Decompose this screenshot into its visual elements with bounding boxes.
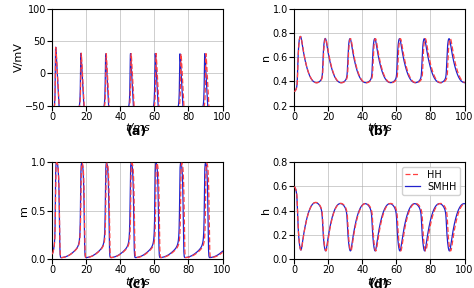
Y-axis label: n: n xyxy=(261,54,271,61)
X-axis label: t/ms: t/ms xyxy=(125,123,150,133)
Y-axis label: h: h xyxy=(261,207,271,214)
Y-axis label: V/mV: V/mV xyxy=(14,42,24,72)
Text: (c): (c) xyxy=(128,278,147,288)
X-axis label: t/ms: t/ms xyxy=(125,277,150,287)
Text: (d): (d) xyxy=(369,278,390,288)
X-axis label: t/ms: t/ms xyxy=(367,277,392,287)
Text: (a): (a) xyxy=(127,125,147,138)
Y-axis label: m: m xyxy=(19,205,29,216)
X-axis label: t/ms: t/ms xyxy=(367,123,392,133)
Legend: HH, SMHH: HH, SMHH xyxy=(402,167,460,195)
Text: (b): (b) xyxy=(369,125,390,138)
